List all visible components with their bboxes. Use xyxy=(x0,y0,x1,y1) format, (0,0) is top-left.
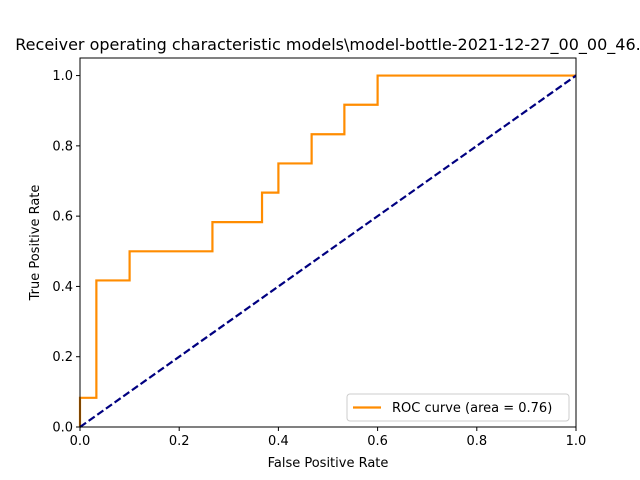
x-tick-label: 0.6 xyxy=(367,434,388,449)
y-tick-label: 1.0 xyxy=(52,69,73,84)
chance-diagonal-line xyxy=(79,74,577,428)
plot-frame xyxy=(79,57,577,428)
legend-box xyxy=(346,393,570,422)
y-tick-label: 0.2 xyxy=(52,350,73,365)
y-tick-label: 0.0 xyxy=(52,421,73,436)
y-axis-ticks: 0.0 0.2 0.4 0.6 0.8 1.0 xyxy=(52,69,80,436)
legend: ROC curve (area = 0.76) xyxy=(346,393,570,422)
y-tick-label: 0.8 xyxy=(52,139,73,154)
x-tick-label: 1.0 xyxy=(566,434,587,449)
plot-area xyxy=(80,58,576,427)
y-axis-title: True Positive Rate xyxy=(28,185,43,302)
x-tick-label: 0.8 xyxy=(466,434,487,449)
x-tick-label: 0.4 xyxy=(268,434,289,449)
y-tick-label: 0.6 xyxy=(52,210,73,225)
y-tick-label: 0.4 xyxy=(52,280,73,295)
x-axis-title: False Positive Rate xyxy=(268,456,389,471)
series-layer xyxy=(78,74,577,428)
chart-title: Receiver operating characteristic models… xyxy=(15,35,640,55)
roc-curve-line xyxy=(78,74,576,427)
legend-label: ROC curve (area = 0.76) xyxy=(392,401,552,416)
x-axis-ticks: 0.0 0.2 0.4 0.6 0.8 1.0 xyxy=(70,427,587,449)
x-tick-label: 0.2 xyxy=(169,434,190,449)
x-tick-label: 0.0 xyxy=(70,434,91,449)
